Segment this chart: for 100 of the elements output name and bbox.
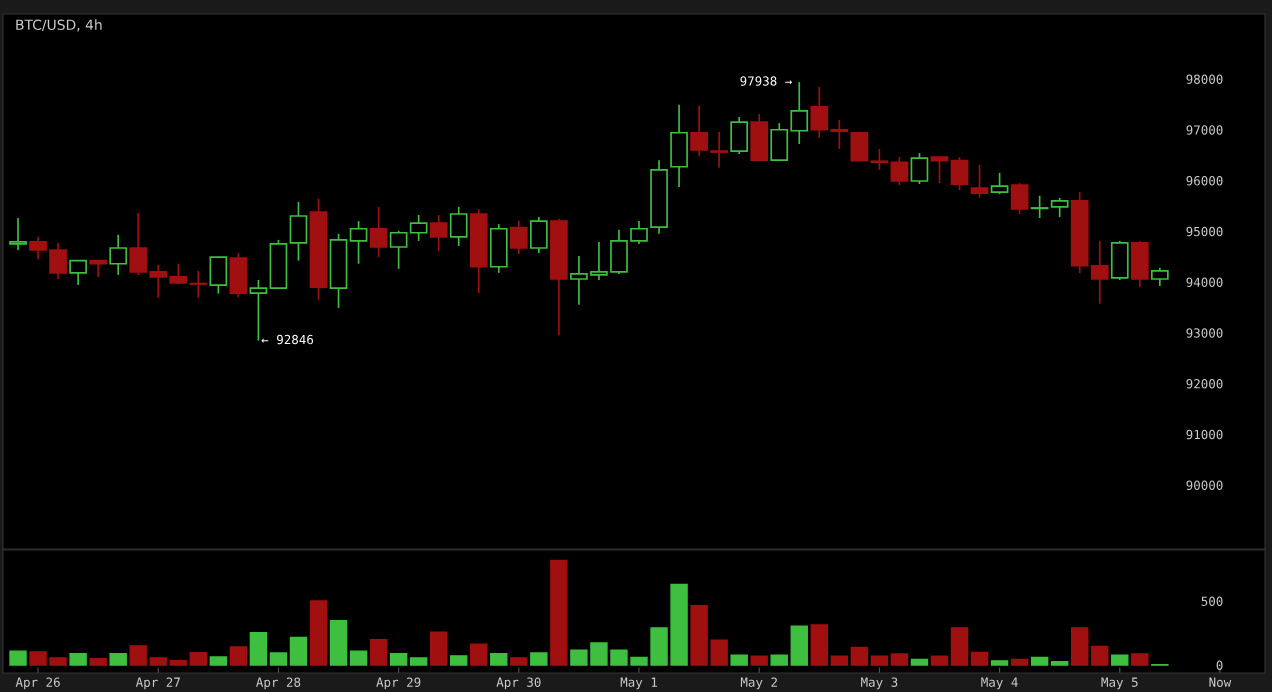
bar xyxy=(650,627,668,666)
bar xyxy=(169,660,187,666)
candlestick xyxy=(810,86,829,139)
bar xyxy=(490,653,508,666)
bar xyxy=(409,657,428,666)
bar xyxy=(450,655,468,666)
bar xyxy=(289,636,308,666)
candlestick xyxy=(970,163,989,199)
bar xyxy=(349,650,368,666)
candlestick xyxy=(710,130,728,169)
bar xyxy=(710,639,728,666)
bar xyxy=(830,655,849,666)
bar xyxy=(1030,656,1049,666)
candlestick xyxy=(910,152,929,185)
candlestick xyxy=(49,242,67,280)
bar xyxy=(550,559,568,666)
annotation: ← 92846 xyxy=(261,334,314,345)
candlestick xyxy=(630,220,648,245)
candlestick xyxy=(870,148,889,171)
annotation: 97938 → xyxy=(740,76,792,86)
candlestick xyxy=(449,206,468,247)
bar xyxy=(690,604,708,666)
y-tick-label: 98000 xyxy=(1186,74,1223,84)
candlestick xyxy=(1150,266,1169,287)
bar xyxy=(1070,627,1089,666)
bar xyxy=(850,646,869,666)
bar xyxy=(670,583,688,666)
candlestick xyxy=(1050,196,1069,218)
candlestick xyxy=(189,270,208,299)
y-tick-label: 96000 xyxy=(1186,175,1223,186)
y-tick-label: 90000 xyxy=(1186,480,1223,490)
candlestick xyxy=(349,220,368,265)
candlestick xyxy=(9,217,27,251)
bar xyxy=(510,657,528,666)
x-tick-label: Now xyxy=(1209,677,1232,687)
y-tick-label: 93000 xyxy=(1186,328,1223,338)
x-tick-label: Apr 30 xyxy=(496,677,541,690)
bar xyxy=(69,653,87,666)
candlestick xyxy=(930,156,949,184)
x-tick-label: Apr 27 xyxy=(135,677,180,690)
candlestick xyxy=(570,255,588,306)
y-tick-label: 91000 xyxy=(1186,429,1223,440)
y-tick-label: 500 xyxy=(1201,596,1223,606)
bar xyxy=(970,651,989,666)
bar xyxy=(930,655,949,666)
candlestick xyxy=(790,81,809,145)
bar xyxy=(870,655,889,666)
bar xyxy=(309,600,328,666)
bar xyxy=(229,646,248,666)
bar xyxy=(750,655,768,666)
bar xyxy=(429,631,448,666)
bar xyxy=(29,651,47,666)
bar xyxy=(129,645,147,666)
candlestick xyxy=(1030,194,1049,219)
candlestick xyxy=(249,279,268,342)
x-tick-label: Apr 28 xyxy=(256,677,301,690)
bar xyxy=(1050,661,1069,666)
bar xyxy=(89,657,107,666)
bar xyxy=(790,625,808,666)
x-tick-label: May 1 xyxy=(620,677,657,690)
candlestick xyxy=(509,220,528,255)
candlestick xyxy=(990,172,1009,196)
x-tick-label: May 5 xyxy=(1101,677,1138,690)
y-tick-label: 95000 xyxy=(1186,226,1223,237)
candlestick xyxy=(69,259,87,286)
bar xyxy=(269,652,288,666)
bar xyxy=(249,631,268,666)
bar xyxy=(470,643,488,666)
bar xyxy=(9,650,27,666)
bar xyxy=(389,653,408,666)
bar xyxy=(770,654,788,666)
bar xyxy=(950,627,969,666)
x-tick-label: Apr 29 xyxy=(376,677,421,690)
bar xyxy=(890,653,909,666)
bar xyxy=(149,657,167,666)
candlestick xyxy=(950,156,969,191)
bar xyxy=(910,658,929,666)
bar xyxy=(590,642,608,666)
bar xyxy=(49,657,67,666)
y-tick-label: 97000 xyxy=(1186,125,1223,135)
y-tick-label: 0 xyxy=(1216,660,1223,671)
bar xyxy=(329,619,348,666)
bar xyxy=(810,624,829,666)
candlestick xyxy=(29,235,47,261)
bar xyxy=(1111,654,1129,666)
candlestick xyxy=(1010,182,1029,215)
bar xyxy=(1010,658,1029,666)
bar xyxy=(990,660,1009,666)
x-tick-label: Apr 26 xyxy=(15,677,60,690)
candlestick xyxy=(690,105,708,157)
candlestick xyxy=(389,229,408,270)
candlestick xyxy=(129,212,148,276)
y-tick-label: 92000 xyxy=(1186,379,1223,389)
candlestick xyxy=(1090,240,1109,305)
bar xyxy=(209,656,228,666)
bar xyxy=(630,656,648,666)
candlestick xyxy=(109,233,128,276)
candlestick xyxy=(429,214,448,252)
x-tick-label: May 2 xyxy=(740,677,777,690)
candlestick xyxy=(830,119,849,150)
